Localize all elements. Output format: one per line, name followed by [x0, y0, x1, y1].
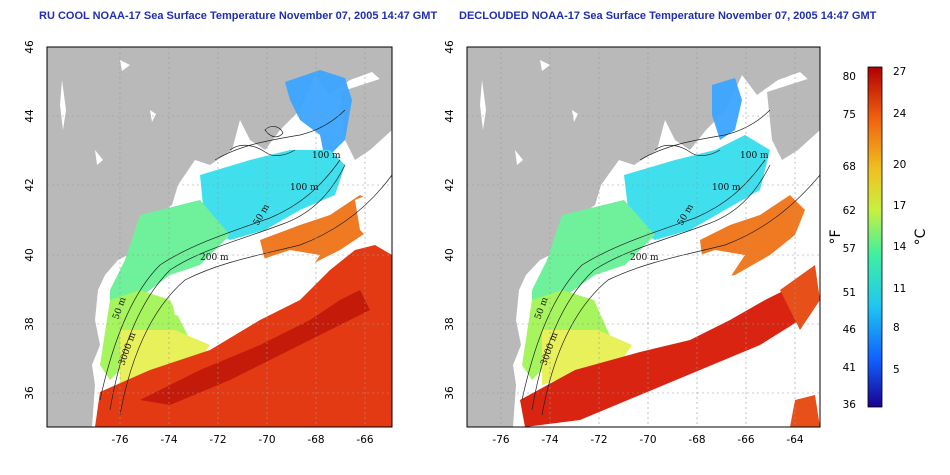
c-tick: 14: [893, 241, 907, 253]
contour-label-100m-a-right: 100 m: [740, 151, 769, 161]
sst-cool-gulf-maine-right: [712, 78, 742, 140]
lon-tick: -66: [737, 434, 754, 446]
sst-map-right: 100 m 100 m 50 m 200 m 50 m 3000 m -76 -…: [444, 40, 821, 446]
c-tick: 11: [893, 283, 906, 295]
lat-axis-left: 36 38 40 42 44 46: [24, 40, 36, 400]
lon-axis-left: -76 -74 -72 -70 -68 -66: [111, 434, 373, 446]
land-right: [467, 47, 820, 427]
lon-tick: -66: [356, 434, 373, 446]
f-tick: 36: [843, 399, 857, 411]
lat-tick: 42: [444, 178, 456, 191]
lat-tick: 38: [24, 317, 36, 330]
celsius-scale: 5 8 11 14 17 20 24 27: [893, 66, 907, 376]
sst-warm-gulfstream-left: [95, 245, 392, 427]
lon-tick: -64: [786, 434, 803, 446]
temperature-colorbar: 36 41 46 51 57 62 68 75 80 5 8 11 14 17 …: [828, 66, 929, 411]
lon-tick: -72: [590, 434, 607, 446]
map-title-left: RU COOL NOAA-17 Sea Surface Temperature …: [39, 10, 438, 22]
f-tick: 75: [843, 109, 856, 121]
f-tick: 51: [843, 287, 856, 299]
lat-tick: 46: [444, 40, 456, 54]
fahrenheit-unit-label: °F: [828, 229, 844, 244]
lon-tick: -70: [639, 434, 656, 446]
contour-label-200m-left: 200 m: [200, 253, 229, 263]
contour-label-200m-right: 200 m: [630, 253, 659, 263]
f-tick: 80: [843, 71, 856, 83]
f-tick: 68: [843, 161, 856, 173]
sst-shelf-cyan-left: [200, 150, 345, 240]
fahrenheit-scale: 36 41 46 51 57 62 68 75 80: [843, 71, 857, 411]
contour-label-100m-a-left: 100 m: [312, 151, 341, 161]
lat-tick: 38: [444, 317, 456, 330]
c-tick: 8: [893, 322, 900, 334]
contour-label-100m-b-right: 100 m: [712, 183, 741, 193]
lat-tick: 36: [24, 386, 36, 400]
c-tick: 24: [893, 108, 907, 120]
lat-axis-right: 36 38 40 42 44 46: [444, 40, 456, 400]
c-tick: 5: [893, 364, 900, 376]
lon-tick: -74: [160, 434, 177, 446]
lat-tick: 40: [24, 248, 36, 261]
lon-tick: -74: [541, 434, 558, 446]
lon-tick: -76: [111, 434, 128, 446]
lon-tick: -68: [688, 434, 705, 446]
c-tick: 17: [893, 200, 906, 212]
lat-tick: 36: [444, 386, 456, 400]
lat-tick: 42: [24, 178, 36, 191]
sst-cool-gulf-maine-left: [285, 70, 352, 160]
bathymetry-contours-left: [99, 109, 392, 416]
celsius-unit-label: °C: [913, 228, 929, 245]
colorbar-gradient: [867, 66, 883, 408]
bathymetry-contours-right: [521, 109, 820, 416]
grid-right: [467, 47, 820, 427]
lat-tick: 44: [444, 109, 456, 123]
lon-tick: -68: [307, 434, 324, 446]
lon-axis-right: -76 -74 -72 -70 -68 -66 -64: [492, 434, 803, 446]
f-tick: 41: [843, 362, 856, 374]
sst-map-left: 100 m 100 m 50 m 200 m 50 m 3000 m -76 -…: [24, 40, 393, 446]
land-left: [47, 47, 392, 427]
f-tick: 46: [843, 324, 857, 336]
f-tick: 57: [843, 243, 856, 255]
lon-tick: -76: [492, 434, 509, 446]
lon-tick: -70: [258, 434, 275, 446]
c-tick: 27: [893, 66, 906, 78]
lat-tick: 40: [444, 248, 456, 261]
c-tick: 20: [893, 159, 906, 171]
sst-warm-gulfstream-right: [520, 285, 810, 427]
f-tick: 62: [843, 205, 856, 217]
map-title-right: DECLOUDED NOAA-17 Sea Surface Temperatur…: [459, 10, 877, 22]
lon-tick: -72: [209, 434, 226, 446]
contour-label-100m-b-left: 100 m: [290, 183, 319, 193]
lat-tick: 46: [24, 40, 36, 54]
lat-tick: 44: [24, 109, 36, 123]
grid-left: [47, 47, 392, 427]
